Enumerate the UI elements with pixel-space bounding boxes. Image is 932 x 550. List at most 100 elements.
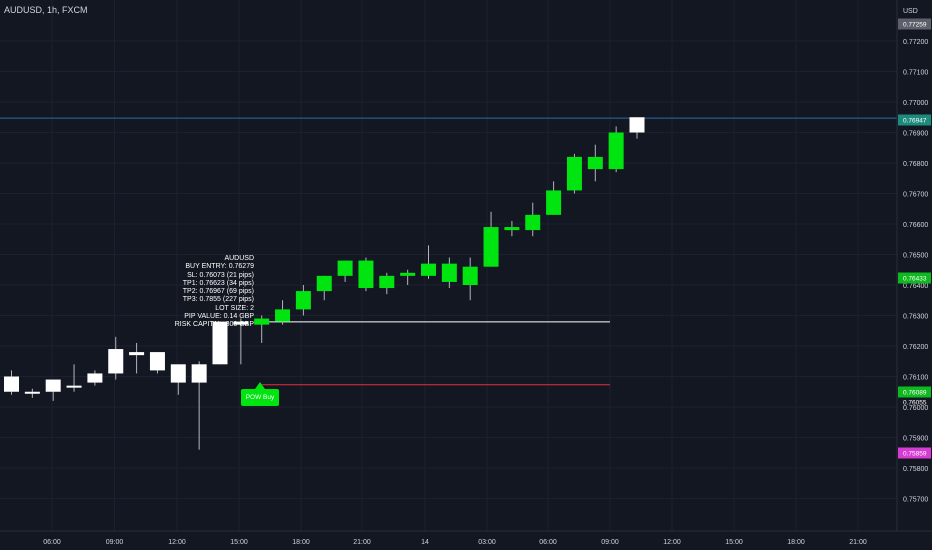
time-axis[interactable]: 06:00 09:00 12:00 15:00 18:00 21:00 14 03:00 06:… [43, 539, 867, 546]
x-tick-label: 15:00 [725, 539, 743, 546]
candle-body [400, 272, 416, 276]
x-tick-label: 09:00 [106, 539, 124, 546]
candle [358, 257, 374, 292]
candle [316, 275, 332, 301]
candle-body [254, 318, 270, 325]
info-line: SL: 0.76073 (21 pips) [187, 271, 254, 279]
candle [462, 257, 478, 301]
candle-body [316, 275, 332, 292]
candle [45, 379, 61, 401]
x-tick-label: 09:00 [601, 539, 619, 546]
y-tick-label: 0.76700 [903, 192, 928, 199]
price-badge: 0.75859 [898, 447, 931, 459]
y-tick-label: 0.75900 [903, 436, 928, 443]
candle-body [337, 260, 353, 276]
candle [337, 260, 353, 282]
price-badge-label: 0.76089 [903, 390, 927, 397]
price-badge-bg [898, 114, 931, 126]
candle [400, 269, 416, 285]
candle [608, 126, 624, 173]
info-line: PIP VALUE: 0.14 GBP [184, 313, 254, 321]
candle-body [45, 379, 61, 392]
price-badge: 0.76433 [898, 272, 931, 284]
candle-body [295, 291, 311, 310]
candle [254, 315, 270, 343]
y-tick-label: 0.76300 [903, 314, 928, 321]
candle [191, 361, 207, 450]
price-axis[interactable]: 0.77200 0.77100 0.77000 0.76900 0.76800 0.767… [903, 8, 928, 504]
x-tick-label: 14 [421, 539, 429, 546]
trade-levels [0, 117, 897, 386]
candle [4, 370, 19, 395]
candle-body [66, 385, 82, 388]
y-tick-label: 0.76400 [903, 283, 928, 290]
candle [441, 257, 457, 289]
y-tick-label: 0.77000 [903, 100, 928, 107]
y-tick-label: 0.75800 [903, 466, 928, 473]
candle-body [275, 309, 291, 322]
x-tick-label: 21:00 [849, 539, 867, 546]
info-line: LOT SIZE: 2 [215, 304, 254, 312]
candle [24, 388, 40, 398]
info-line: TP2: 0.76967 (69 pips) [182, 288, 254, 296]
y-tick-label: 0.77100 [903, 70, 928, 77]
price-badge-bg [898, 447, 931, 459]
candle-body [462, 266, 478, 285]
price-badge-bg [898, 272, 931, 284]
info-line: TP3: 0.7855 (227 pips) [182, 296, 254, 304]
y-tick-label: 0.76800 [903, 161, 928, 168]
price-badge: 0.77259 [898, 18, 931, 30]
candle-body [546, 190, 562, 215]
x-tick-label: 06:00 [43, 539, 61, 546]
x-tick-label: 15:00 [230, 539, 248, 546]
candle [275, 300, 291, 325]
candle [504, 220, 520, 237]
candle [87, 370, 103, 386]
candle [129, 342, 145, 374]
candle-body [379, 275, 395, 289]
price-badge-bg [898, 18, 931, 30]
x-tick-label: 18:00 [292, 539, 310, 546]
candle-body [24, 391, 40, 394]
price-badge: 0.76055 [903, 400, 927, 407]
x-tick-label: 21:00 [353, 539, 371, 546]
price-badge: 0.76947 [898, 114, 931, 126]
candle [546, 181, 562, 215]
candle [379, 272, 395, 295]
x-tick-label: 18:00 [787, 539, 805, 546]
candle [295, 285, 311, 316]
candle [233, 318, 249, 365]
candle [66, 364, 82, 392]
x-tick-label: 03:00 [478, 539, 496, 546]
y-tick-label: 0.76100 [903, 375, 928, 382]
candle-body [441, 263, 457, 282]
candle [629, 117, 645, 139]
candle-body [233, 321, 249, 325]
candle-body [525, 214, 541, 231]
candle [108, 336, 124, 380]
x-tick-label: 12:00 [168, 539, 186, 546]
currency-label: USD [903, 8, 918, 15]
signal-tag: POW Buy [241, 382, 279, 406]
candle-body [566, 156, 582, 191]
x-tick-label: 12:00 [663, 539, 681, 546]
candle-body [108, 349, 124, 374]
candle-body [129, 352, 145, 356]
candle-body [504, 227, 520, 231]
candle [421, 245, 436, 279]
candle-body [587, 156, 603, 170]
y-tick-label: 0.75700 [903, 497, 928, 504]
y-tick-label: 0.76000 [903, 405, 928, 412]
x-tick-label: 06:00 [539, 539, 557, 546]
y-tick-label: 0.76600 [903, 222, 928, 229]
info-line: AUDUSD [224, 255, 254, 262]
y-tick-label: 0.76200 [903, 344, 928, 351]
candle [566, 153, 582, 194]
candle-body [149, 352, 165, 371]
candle [483, 211, 499, 267]
y-tick-label: 0.77200 [903, 39, 928, 46]
candle-body [483, 227, 499, 267]
price-badge-bg [898, 386, 931, 398]
candle-body [170, 364, 186, 383]
